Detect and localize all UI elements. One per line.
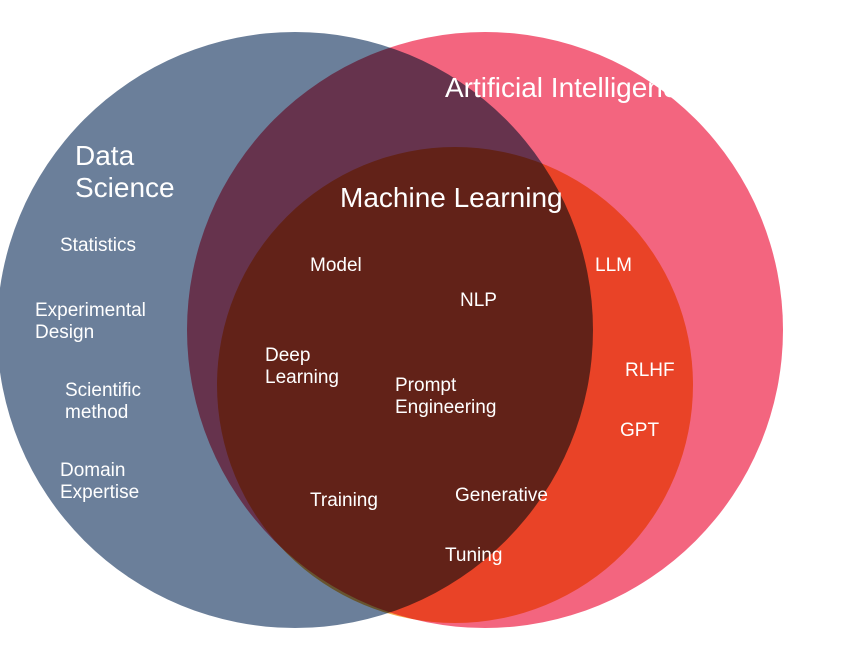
- term-label: RLHF: [625, 360, 675, 382]
- term-label: Experimental Design: [35, 300, 146, 344]
- title-machine-learning: Machine Learning: [340, 182, 563, 214]
- term-label: Statistics: [60, 235, 136, 257]
- title-data-science: Data Science: [75, 140, 175, 204]
- term-label: Generative: [455, 485, 548, 507]
- term-label: Deep Learning: [265, 345, 339, 389]
- term-label: Tuning: [445, 545, 502, 567]
- venn-diagram: Data Science Artificial Intelligence Mac…: [0, 0, 841, 651]
- term-label: NLP: [460, 290, 497, 312]
- term-label: GPT: [620, 420, 659, 442]
- term-label: LLM: [595, 255, 632, 277]
- title-artificial-intelligence: Artificial Intelligence: [445, 72, 692, 104]
- term-label: Scientific method: [65, 380, 141, 424]
- term-label: Prompt Engineering: [395, 375, 496, 419]
- term-label: Model: [310, 255, 362, 277]
- term-label: Training: [310, 490, 378, 512]
- term-label: Domain Expertise: [60, 460, 139, 504]
